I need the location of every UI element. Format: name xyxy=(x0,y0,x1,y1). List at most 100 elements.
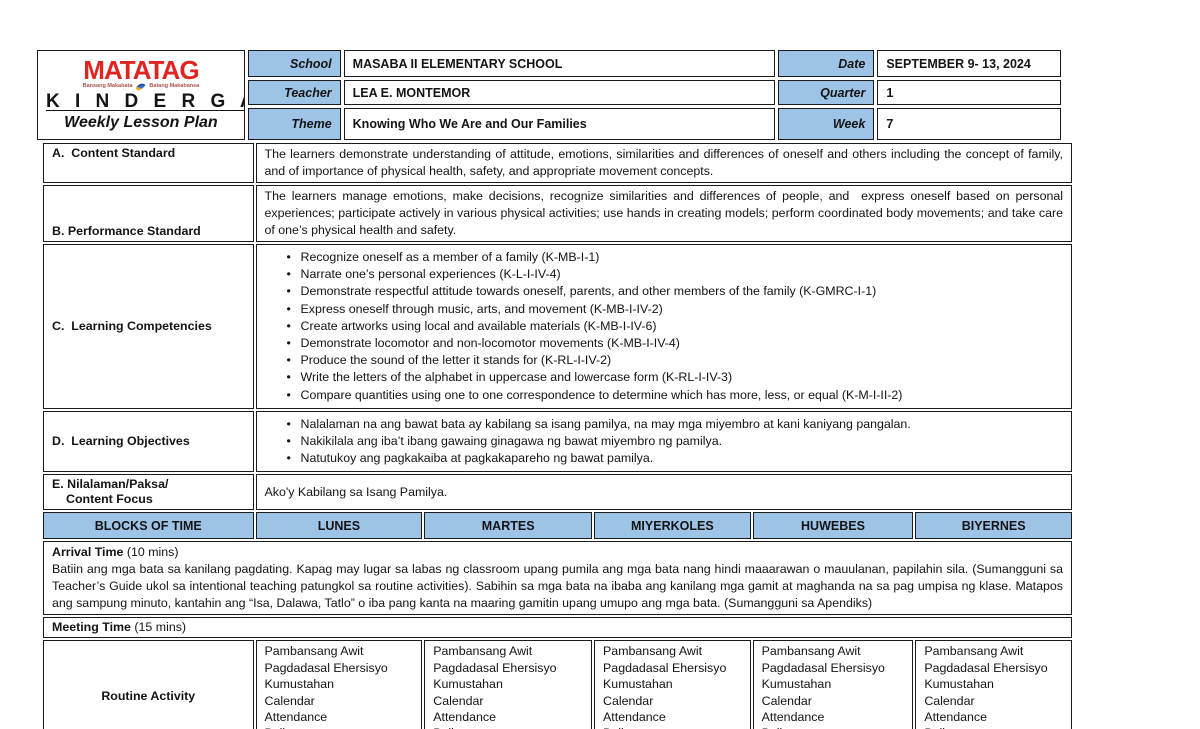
learning-competencies-list: • Recognize oneself as a member of a fam… xyxy=(265,247,1064,406)
quarter-value: 1 xyxy=(877,80,1061,105)
bullet-icon: • xyxy=(286,370,291,385)
learning-competencies-cell: • Recognize oneself as a member of a fam… xyxy=(255,244,1072,409)
schedule-header-cell: HUWEBES xyxy=(752,512,914,540)
competency-text: Express oneself through music, arts, and… xyxy=(300,301,663,316)
schedule-header-cell: MIYERKOLES xyxy=(594,512,751,540)
quarter-label: Quarter xyxy=(778,80,875,105)
schedule-header-cell: LUNES xyxy=(255,512,423,540)
routine-day-cell: Pambansang Awit Pagdadasal Ehersisyo Kum… xyxy=(255,640,423,729)
content-standard-label: A. Content Standard xyxy=(43,143,254,183)
arrival-time-title: Arrival Time xyxy=(52,545,124,560)
arrival-time-cell: Arrival Time (10 mins) Batiin ang mga ba… xyxy=(43,541,1072,616)
school-value: MASABA II ELEMENTARY SCHOOL xyxy=(343,50,776,77)
competency-text: Narrate one’s personal experiences (K-L-… xyxy=(300,267,561,282)
arrival-time-row: Arrival Time (10 mins) Batiin ang mga ba… xyxy=(43,541,1072,616)
competency-text: Demonstrate respectful attitude towards … xyxy=(300,284,877,299)
date-label: Date xyxy=(778,50,875,77)
theme-label: Theme xyxy=(247,108,341,140)
bullet-icon: • xyxy=(286,451,291,466)
learning-objectives-label: D. Learning Objectives xyxy=(43,410,254,473)
tagline-left: Bansang Makabata xyxy=(82,83,133,89)
competency-item: • Express oneself through music, arts, a… xyxy=(265,301,1064,318)
arrival-time-duration: (10 mins) xyxy=(123,545,179,560)
competency-text: Demonstrate locomotor and non-locomotor … xyxy=(300,336,680,351)
theme-value: Knowing Who We Are and Our Families xyxy=(343,108,776,140)
routine-day-cell: Pambansang Awit Pagdadasal Ehersisyo Kum… xyxy=(594,640,751,729)
document-subtitle: Weekly Lesson Plan xyxy=(64,113,218,131)
bullet-icon: • xyxy=(286,387,291,402)
content-focus-label: E. Nilalaman/Paksa/ Content Focus xyxy=(43,474,254,511)
performance-standard-label: B. Performance Standard xyxy=(43,185,254,242)
content-focus-label-line1: E. Nilalaman/Paksa/ xyxy=(52,477,169,492)
bullet-icon: • xyxy=(286,250,291,264)
competency-item: • Produce the sound of the letter it sta… xyxy=(265,352,1064,369)
section-learning-competencies: C. Learning Competencies • Recognize one… xyxy=(43,244,1072,409)
meeting-time-row: Meeting Time (15 mins) xyxy=(43,617,1072,639)
learning-objectives-cell: • Nalalaman na ang bawat bata ay kabilan… xyxy=(255,410,1072,473)
content-focus-label-line2: Content Focus xyxy=(66,492,153,507)
header-row-teacher: Teacher LEA E. MONTEMOR Quarter 1 xyxy=(37,80,1061,105)
matatag-emblem-icon xyxy=(136,83,146,90)
bullet-icon: • xyxy=(286,434,291,449)
competency-text: Create artworks using local and availabl… xyxy=(300,318,657,333)
routine-activity-label: Routine Activity xyxy=(43,640,254,729)
learning-objectives-list: • Nalalaman na ang bawat bata ay kabilan… xyxy=(265,414,1064,470)
bullet-icon: • xyxy=(286,301,291,316)
section-performance-standard: B. Performance Standard The learners man… xyxy=(43,185,1072,242)
objective-item: • Nalalaman na ang bawat bata ay kabilan… xyxy=(265,416,1064,433)
schedule-header-cell: MARTES xyxy=(424,512,593,540)
brand-tagline: Bansang Makabata Batang Makabansa xyxy=(46,82,236,91)
competency-item: • Compare quantities using one to one co… xyxy=(265,387,1064,404)
routine-activity-row: Routine Activity Pambansang Awit Pagdada… xyxy=(43,640,1072,729)
objective-text: Nalalaman na ang bawat bata ay kabilang … xyxy=(300,416,911,431)
meeting-time-duration: (15 mins) xyxy=(130,620,187,635)
section-learning-objectives: D. Learning Objectives • Nalalaman na an… xyxy=(43,410,1072,473)
header-row-theme: Theme Knowing Who We Are and Our Familie… xyxy=(37,108,1061,140)
arrival-time-heading: Arrival Time (10 mins) xyxy=(52,544,1063,561)
section-content-standard: A. Content Standard The learners demonst… xyxy=(43,143,1072,183)
arrival-time-text: Batiin ang mga bata sa kanilang pagdatin… xyxy=(52,562,1063,611)
objective-text: Natutukoy ang pagkakaiba at pagkakapareh… xyxy=(300,451,654,466)
week-label: Week xyxy=(778,108,875,140)
bullet-icon: • xyxy=(286,318,291,333)
content-focus-text: Ako'y Kabilang sa Isang Pamilya. xyxy=(255,474,1072,511)
logo-block: MATATAG Bansang Makabata Batang Makabans… xyxy=(37,50,245,140)
routine-day-cell: Pambansang Awit Pagdadasal Ehersisyo Kum… xyxy=(752,640,914,729)
bullet-icon: • xyxy=(286,416,291,431)
bullet-icon: • xyxy=(286,353,291,368)
meeting-time-cell: Meeting Time (15 mins) xyxy=(43,617,1072,639)
competency-text: Produce the sound of the letter it stand… xyxy=(300,353,612,368)
content-table: A. Content Standard The learners demonst… xyxy=(41,141,1074,729)
tagline-right: Batang Makabansa xyxy=(149,83,200,89)
routine-day-cell: Pambansang Awit Pagdadasal Ehersisyo Kum… xyxy=(424,640,593,729)
meeting-time-title: Meeting Time xyxy=(52,620,131,635)
brand-title: MATATAG xyxy=(83,54,199,85)
header-row-school: MATATAG Bansang Makabata Batang Makabans… xyxy=(37,50,1061,140)
performance-standard-text: The learners manage emotions, make decis… xyxy=(255,185,1072,242)
bullet-icon: • xyxy=(286,336,291,351)
objective-text: Nakikilala ang iba’t ibang gawaing ginag… xyxy=(300,434,723,449)
routine-day-cell: Pambansang Awit Pagdadasal Ehersisyo Kum… xyxy=(915,640,1072,729)
competency-item: • Write the letters of the alphabet in u… xyxy=(265,369,1064,386)
teacher-value: LEA E. MONTEMOR xyxy=(343,80,776,105)
header-table: MATATAG Bansang Makabata Batang Makabans… xyxy=(34,47,1064,143)
schedule-header-row: BLOCKS OF TIME LUNES MARTES MIYERKOLES H… xyxy=(43,512,1072,540)
date-value: SEPTEMBER 9- 13, 2024 xyxy=(877,50,1061,77)
competency-item: • Create artworks using local and availa… xyxy=(265,318,1064,335)
competency-text: Write the letters of the alphabet in upp… xyxy=(300,370,733,385)
bullet-icon: • xyxy=(286,267,291,282)
teacher-label: Teacher xyxy=(247,80,341,105)
competency-text: Compare quantities using one to one corr… xyxy=(300,387,903,402)
section-content-focus: E. Nilalaman/Paksa/ Content Focus Ako'y … xyxy=(43,474,1072,511)
competency-text: Recognize oneself as a member of a famil… xyxy=(300,250,600,264)
bullet-icon: • xyxy=(286,284,291,299)
school-label: School xyxy=(247,50,341,77)
competency-item: • Demonstrate respectful attitude toward… xyxy=(265,283,1064,300)
objective-item: • Natutukoy ang pagkakaiba at pagkakapar… xyxy=(265,450,1064,467)
competency-item: • Recognize oneself as a member of a fam… xyxy=(265,249,1064,266)
competency-item: • Narrate one’s personal experiences (K-… xyxy=(265,266,1064,283)
competency-item: • Demonstrate locomotor and non-locomoto… xyxy=(265,335,1064,352)
week-value: 7 xyxy=(877,108,1061,140)
learning-competencies-label: C. Learning Competencies xyxy=(43,244,254,409)
